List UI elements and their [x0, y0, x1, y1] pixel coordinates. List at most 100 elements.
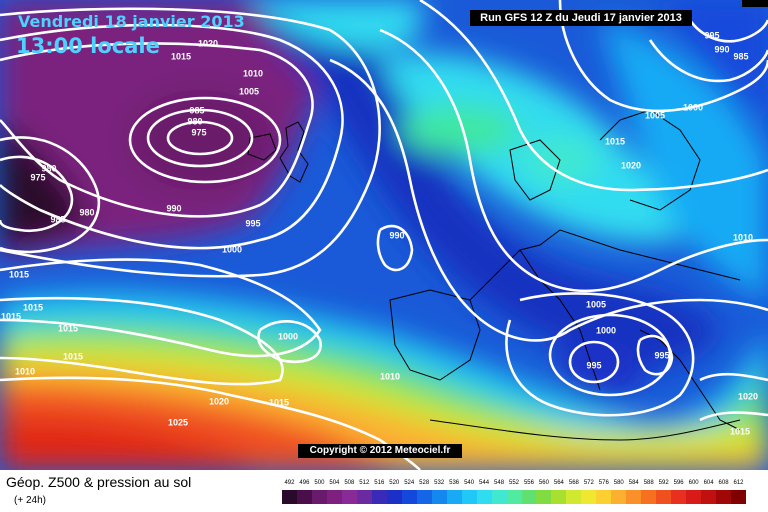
scale-tick-label: 604 — [703, 480, 714, 486]
isobar-label: 1000 — [278, 331, 298, 341]
isobar-label: 1015 — [730, 426, 750, 436]
scale-swatch — [626, 490, 642, 504]
scale-tick-label: 576 — [598, 480, 609, 486]
coastlines — [247, 109, 741, 441]
scale-tick-label: 556 — [523, 480, 534, 486]
isobar-label: 1010 — [243, 68, 263, 78]
isobar-label: 1015 — [9, 269, 29, 279]
legend-subtitle: (+ 24h) — [14, 495, 46, 506]
scale-tick-label: 600 — [688, 480, 699, 486]
isobar-label: 1015 — [269, 397, 289, 407]
isobar-label: 1000 — [222, 244, 242, 254]
isobar-label: 975 — [30, 172, 45, 182]
isobar-label: 1010 — [380, 371, 400, 381]
isobar-label: 995 — [704, 30, 719, 40]
scale-tick-label: 612 — [733, 480, 744, 486]
scale-tick-label: 524 — [404, 480, 415, 486]
scale-swatch — [536, 490, 552, 504]
isobar-label: 1020 — [738, 391, 758, 401]
scale-swatch — [551, 490, 567, 504]
isobar-label: 995 — [654, 350, 669, 360]
scale-swatch — [341, 490, 357, 504]
copyright-notice: Copyright © 2012 Meteociel.fr — [298, 444, 462, 458]
forecast-time: 13:00 locale — [16, 34, 160, 58]
scale-tick-label: 496 — [299, 480, 310, 486]
isobar-label: 990 — [389, 230, 404, 240]
scale-swatch — [311, 490, 327, 504]
scale-swatch — [701, 490, 717, 504]
scale-tick-label: 580 — [613, 480, 624, 486]
isobar-label: 1020 — [209, 396, 229, 406]
scale-swatch — [596, 490, 612, 504]
scale-swatch — [386, 490, 402, 504]
scale-tick-label: 536 — [449, 480, 460, 486]
color-scale-ticks: 492 496 500 504 508 512 516 520 524 528 532 536 540 5… — [282, 480, 746, 490]
scale-tick-label: 540 — [464, 480, 475, 486]
scale-tick-label: 508 — [344, 480, 355, 486]
color-scale-bar — [282, 490, 747, 504]
scale-swatch — [476, 490, 492, 504]
scale-swatch — [431, 490, 447, 504]
isobar-label: 975 — [191, 127, 206, 137]
scale-tick-label: 516 — [374, 480, 385, 486]
scale-tick-label: 532 — [434, 480, 445, 486]
scale-tick-label: 500 — [314, 480, 325, 486]
isobar-label: 1000 — [596, 325, 616, 335]
scale-tick-label: 520 — [389, 480, 400, 486]
isobar-label: 1010 — [15, 366, 35, 376]
scale-swatch — [461, 490, 477, 504]
weather-map: 1020 1015 1010 1005 985 980 975 980 975 985 980 990… — [0, 0, 768, 470]
geopotential-color-field — [0, 0, 768, 470]
scale-tick-label: 564 — [553, 480, 564, 486]
scale-swatch — [371, 490, 387, 504]
scale-swatch — [446, 490, 462, 504]
scale-tick-label: 544 — [479, 480, 490, 486]
scale-tick-label: 568 — [568, 480, 579, 486]
scale-tick-label: 492 — [284, 480, 295, 486]
scale-swatch — [641, 490, 657, 504]
scale-swatch — [296, 490, 312, 504]
legend-title: Géop. Z500 & pression au sol — [6, 474, 192, 490]
isobar-label: 1015 — [63, 351, 83, 361]
scale-swatch — [581, 490, 597, 504]
scale-swatch — [566, 490, 582, 504]
scale-tick-label: 608 — [718, 480, 729, 486]
scale-tick-label: 588 — [643, 480, 654, 486]
isobar-label: 1015 — [605, 136, 625, 146]
isobar-label: 980 — [187, 116, 202, 126]
isobar-label: 1020 — [621, 160, 641, 170]
isobar-label: 1015 — [23, 302, 43, 312]
corner-tab — [742, 0, 768, 7]
scale-tick-label: 592 — [658, 480, 669, 486]
isobar-label: 1005 — [586, 299, 606, 309]
scale-swatch — [671, 490, 687, 504]
scale-tick-label: 528 — [419, 480, 430, 486]
scale-swatch — [611, 490, 627, 504]
scale-swatch — [356, 490, 372, 504]
scale-tick-label: 552 — [508, 480, 520, 486]
scale-swatch — [326, 490, 342, 504]
scale-tick-label: 504 — [329, 480, 340, 486]
scale-swatch — [521, 490, 537, 504]
scale-swatch — [686, 490, 702, 504]
scale-swatch — [656, 490, 672, 504]
isobar-label: 995 — [586, 360, 601, 370]
isobar-label: 1000 — [683, 102, 703, 112]
isobar-label: 990 — [714, 44, 729, 54]
isobar-label: 985 — [50, 214, 65, 224]
isobar-label: 1005 — [645, 110, 665, 120]
isobar-label: 1020 — [198, 38, 218, 48]
isobar-label: 980 — [79, 207, 94, 217]
scale-tick-label: 572 — [583, 480, 594, 486]
scale-swatch — [506, 490, 522, 504]
isobar-label: 1025 — [168, 417, 188, 427]
isobar-label: 1010 — [733, 232, 753, 242]
scale-swatch — [491, 490, 507, 504]
scale-swatch — [416, 490, 432, 504]
isobar-label: 990 — [166, 203, 181, 213]
isobar-lines — [0, 0, 768, 470]
scale-tick-label: 584 — [628, 480, 639, 486]
scale-tick-label: 560 — [538, 480, 549, 486]
scale-tick-label: 548 — [494, 480, 505, 486]
